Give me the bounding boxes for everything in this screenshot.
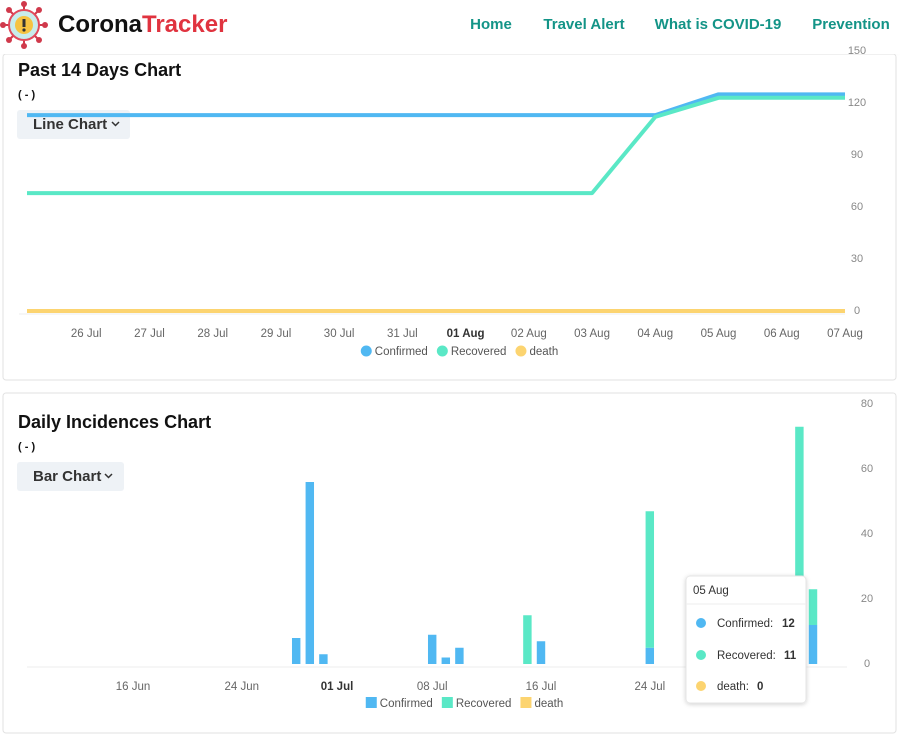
x-tick-label: 08 Jul [417,681,448,693]
dropdown[interactable] [17,110,130,139]
bar [645,511,655,648]
tooltip-value: 12 [782,618,795,630]
header-gap [0,50,900,54]
tooltip-dot [696,618,706,628]
x-tick-label: 24 Jul [634,681,665,693]
y-tick-label: 0 [854,305,860,317]
legend-swatch [436,345,448,357]
chevron [104,473,113,479]
legend-label: death [534,698,563,710]
chevron [111,121,120,127]
brand-second: Tracker [142,11,227,38]
x-tick-label: 31 Jul [387,328,418,340]
y-tick-label: 30 [851,253,863,265]
legend-swatch [515,345,527,357]
bar [795,426,804,664]
x-tick-label: 24 Jun [225,681,260,693]
y-tick-label: 120 [848,97,866,109]
tooltip: 05 Aug Confirmed: 12 Recovered: 11 death… [685,575,807,704]
tooltip-label: Recovered: [717,650,776,662]
series-line [27,92,845,118]
x-tick-label: 05 Aug [701,328,737,340]
y-tick-label: 0 [864,658,870,670]
dropdown-label: Line Chart [33,116,107,133]
y-tick-label: 60 [861,463,873,475]
x-tick-label: 16 Jun [116,681,151,693]
dropdown-label: Bar Chart [33,468,101,485]
nav-link[interactable]: Prevention [812,16,890,33]
tooltip-label: Confirmed: [717,618,773,630]
legend-swatch [360,345,372,357]
legend-item[interactable]: death [515,345,558,359]
x-tick-label: 07 Aug [827,328,863,340]
x-tick-label: 16 Jul [526,681,557,693]
card [2,392,897,734]
y-tick-label: 90 [851,149,863,161]
legend-swatch [365,697,377,708]
legend-label: Recovered [456,698,512,710]
tooltip-dot [696,650,706,660]
x-tick-label: 02 Aug [511,328,547,340]
tooltip-value: 11 [784,650,797,662]
bar [645,647,655,664]
x-tick-label: 03 Aug [574,328,610,340]
x-tick-label: 28 Jul [197,328,228,340]
bar [523,615,532,664]
header [0,0,900,50]
series-line [27,95,845,196]
legend-item[interactable]: Recovered [436,345,507,359]
bar [305,482,315,664]
x-tick-label: 27 Jul [134,328,165,340]
x-tick-label: 29 Jul [261,328,292,340]
chart-subtitle: ( - ) [18,89,35,101]
bar [808,625,818,664]
legend-label: Confirmed [375,346,428,358]
chart-subtitle: ( - ) [18,441,35,453]
legend-item[interactable]: Recovered [441,697,512,710]
tooltip-title: 05 Aug [693,585,729,597]
x-tick-label: 04 Aug [637,328,673,340]
brand-first: Corona [58,11,143,38]
y-tick-label: 80 [861,398,873,410]
legend-swatch [520,697,532,708]
bar [427,634,437,664]
bar [455,647,464,664]
x-tick-label: 01 Jul [321,681,354,693]
x-tick-label: 06 Aug [764,328,800,340]
tooltip-value: 0 [757,681,763,693]
chart-title: Daily Incidences Chart [18,412,211,432]
legend-label: Recovered [451,346,507,358]
y-tick-label: 60 [851,201,863,213]
legend-label: death [529,346,558,358]
legend-item[interactable]: death [520,697,563,710]
bar [291,638,301,664]
tooltip-box [685,575,807,704]
y-tick-label: 150 [848,45,866,57]
nav-link[interactable]: What is COVID-19 [655,16,782,33]
tooltip-label: death: [717,681,749,693]
x-tick-label: 01 Aug [447,328,485,340]
dropdown[interactable] [17,462,124,491]
legend-item[interactable]: Confirmed [365,697,433,710]
x-tick-label: 30 Jul [324,328,355,340]
brand: CoronaTracker [58,11,227,38]
bar [536,641,546,664]
nav-link[interactable]: Home [470,16,512,33]
tooltip-dot [696,681,706,691]
y-tick-label: 40 [861,528,873,540]
legend-swatch [441,697,453,708]
bar [441,657,451,664]
x-tick-label: 26 Jul [71,328,102,340]
logo [0,1,48,49]
bar [808,589,818,625]
bar [319,654,328,664]
y-tick-label: 20 [861,593,873,605]
legend-item[interactable]: Confirmed [360,345,428,359]
nav-link[interactable]: Travel Alert [543,16,624,33]
chart-title: Past 14 Days Chart [18,60,181,80]
legend-label: Confirmed [380,698,433,710]
